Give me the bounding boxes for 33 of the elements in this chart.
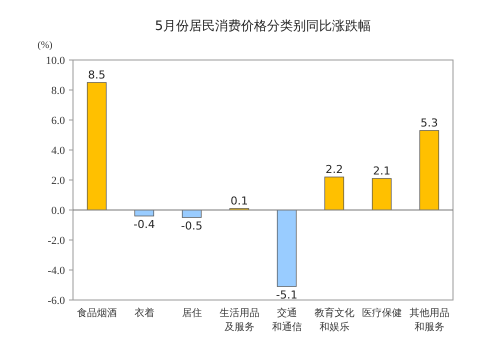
bar <box>419 130 440 210</box>
y-tick-label: 8.0 <box>51 85 66 97</box>
x-tick-label: 居住 <box>182 308 202 319</box>
x-tick-label: 衣着 <box>134 307 154 319</box>
bar <box>372 178 392 210</box>
y-tick-label: -4.0 <box>48 265 66 277</box>
data-label: 2.2 <box>326 163 343 176</box>
x-tick-label: 生活用品及服务 <box>219 307 260 333</box>
y-tick-label: 10.0 <box>46 55 66 67</box>
bar <box>324 176 344 210</box>
data-label: 5.3 <box>420 116 438 130</box>
y-tick-label: 6.0 <box>51 115 66 127</box>
y-tick-label: -6.0 <box>48 295 66 307</box>
x-tick-label: 交通和通信 <box>272 307 302 333</box>
y-tick-label: -2.0 <box>48 235 66 247</box>
data-label: 0.1 <box>230 194 248 208</box>
data-label: 2.1 <box>373 164 390 178</box>
bar <box>182 210 202 218</box>
bar <box>276 210 297 287</box>
data-label: 8.5 <box>88 68 106 82</box>
y-tick-label: 0.0 <box>51 205 66 217</box>
data-label: -0.5 <box>181 220 202 232</box>
x-tick-label: 教育文化和娱乐 <box>314 307 354 333</box>
y-tick-label: 4.0 <box>51 145 66 157</box>
chart-title: 5月份居民消费价格分类别同比涨跌幅 <box>154 19 372 34</box>
y-axis-title: (%) <box>38 40 52 51</box>
bar <box>86 82 107 210</box>
data-label: -0.4 <box>134 218 155 231</box>
y-tick-label: 2.0 <box>51 175 66 187</box>
x-tick-label: 食品烟酒 <box>76 307 117 319</box>
x-tick-label: 其他用品和服务 <box>409 307 450 333</box>
data-label: -5.1 <box>276 288 298 302</box>
x-tick-label: 医疗保健 <box>362 307 402 319</box>
